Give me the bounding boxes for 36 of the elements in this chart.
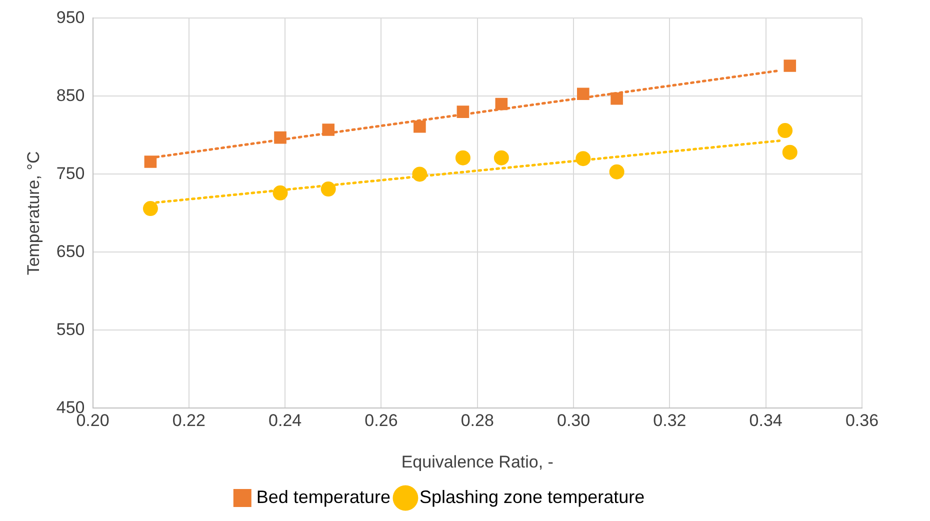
x-tick-label: 0.24 — [268, 411, 302, 430]
x-axis-title: Equivalence Ratio, - — [401, 452, 554, 472]
point — [142, 201, 158, 216]
x-tick-label: 0.28 — [460, 411, 494, 430]
point — [784, 60, 796, 72]
point — [778, 123, 793, 138]
point — [494, 150, 509, 166]
point — [272, 185, 288, 200]
point — [144, 156, 157, 168]
y-tick-label: 950 — [56, 8, 85, 27]
y-tick-label: 650 — [56, 242, 85, 261]
y-tick-label: 550 — [56, 320, 85, 339]
y-tick-label: 850 — [56, 86, 85, 105]
point — [609, 164, 624, 180]
point — [320, 182, 336, 197]
point — [456, 106, 470, 118]
point — [412, 166, 428, 182]
point — [322, 124, 334, 136]
point — [495, 98, 508, 110]
point — [455, 150, 470, 166]
point — [610, 92, 623, 105]
legend-label: Splashing zone temperature — [419, 486, 645, 507]
point — [274, 131, 286, 144]
legend-label: Bed temperature — [256, 486, 390, 507]
y-tick-label: 750 — [56, 164, 85, 183]
x-tick-label: 0.30 — [556, 411, 590, 430]
x-tick-label: 0.34 — [749, 411, 782, 430]
x-tick-label: 0.32 — [653, 411, 686, 430]
point — [576, 88, 590, 100]
y-axis-title: Temperature, °C — [24, 151, 43, 276]
point — [782, 144, 798, 160]
x-tick-label: 0.26 — [364, 411, 398, 430]
x-tick-label: 0.22 — [172, 411, 206, 430]
point — [414, 120, 426, 133]
x-tick-label: 0.36 — [845, 411, 879, 430]
point — [576, 151, 591, 166]
